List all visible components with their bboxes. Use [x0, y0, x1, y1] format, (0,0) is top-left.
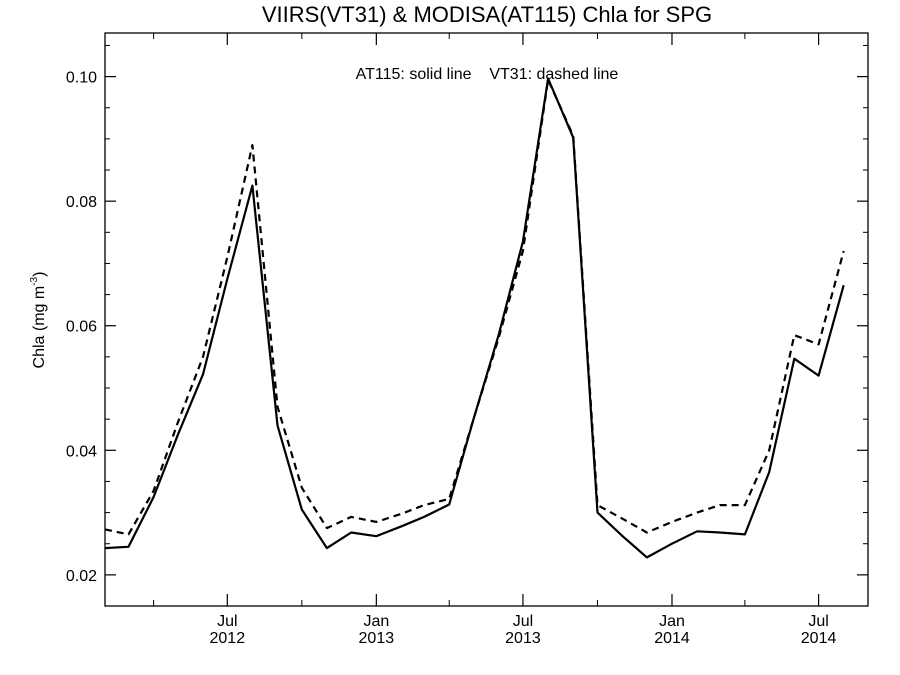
- x-tick-year: 2013: [505, 630, 541, 647]
- plot-frame: [104, 32, 869, 607]
- y-axis-label: Chla (mg m-3): [29, 272, 48, 369]
- x-tick-month: Jan: [363, 613, 389, 630]
- series-line-at115: [104, 77, 845, 559]
- series-layer: [104, 77, 845, 559]
- x-tick-month: Jul: [217, 613, 237, 630]
- x-tick-month: Jul: [513, 613, 533, 630]
- x-tick-year: 2014: [654, 630, 690, 647]
- line-style-annotation: AT115: solid line VT31: dashed line: [356, 66, 619, 83]
- chart-title: VIIRS(VT31) & MODISA(AT115) Chla for SPG: [262, 2, 712, 27]
- y-axis-label-main: Chla (mg m: [31, 286, 48, 369]
- y-axis-label-end: ): [31, 272, 48, 277]
- y-tick-label: 0.04: [66, 443, 97, 460]
- y-tick-label: 0.08: [66, 194, 97, 211]
- y-axis-label-sup: -3: [29, 276, 40, 285]
- x-tick-month: Jan: [659, 613, 685, 630]
- x-tick-year: 2014: [801, 630, 837, 647]
- y-tick-label: 0.06: [66, 319, 97, 336]
- series-line-vt31: [104, 78, 845, 536]
- y-tick-label: 0.10: [66, 70, 97, 87]
- x-tick-year: 2012: [210, 630, 246, 647]
- y-axis: 0.02 0.04 0.06 0.08 0.10: [66, 44, 868, 607]
- y-tick-label: 0.02: [66, 568, 97, 585]
- x-tick-year: 2013: [359, 630, 395, 647]
- x-tick-month: Jul: [808, 613, 828, 630]
